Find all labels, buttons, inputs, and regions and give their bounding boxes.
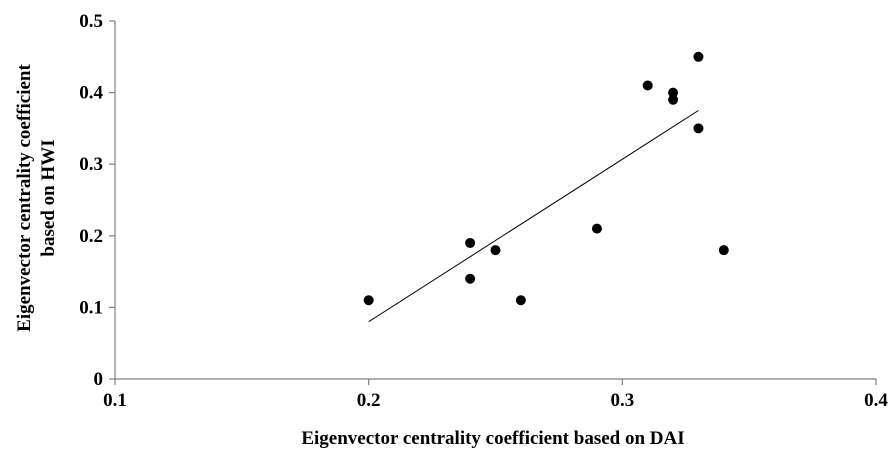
data-point (642, 80, 653, 91)
x-tick-label: 0.1 (103, 390, 127, 411)
data-point (668, 87, 679, 98)
x-axis-title: Eigenvector centrality coefficient based… (301, 428, 684, 449)
data-point (668, 94, 679, 105)
x-tick-label: 0.4 (864, 390, 888, 411)
y-axis-title-line-1: Eigenvector centrality coefficient (14, 64, 35, 332)
y-tick-label: 0.1 (79, 297, 103, 318)
data-point (363, 295, 374, 306)
y-tick-label: 0.5 (79, 11, 103, 32)
data-point (693, 123, 704, 134)
y-tick-label: 0.4 (79, 83, 103, 104)
x-tick-label: 0.3 (610, 390, 634, 411)
trendline (368, 110, 699, 323)
data-point (718, 245, 729, 256)
y-axis-title-line-2: based on HWI (38, 139, 59, 256)
y-tick-label: 0 (94, 369, 104, 390)
data-point (693, 51, 704, 62)
data-point (465, 273, 476, 284)
x-tick-label: 0.2 (357, 390, 381, 411)
y-tick-label: 0.2 (79, 226, 103, 247)
data-point (490, 245, 501, 256)
plot-area: 0.1 0.2 0.3 0.400.10.20.30.40.5 (79, 11, 888, 411)
data-point (591, 223, 602, 234)
y-tick-label: 0.3 (79, 154, 103, 175)
data-point (515, 295, 526, 306)
data-point (465, 237, 476, 248)
y-axis-title: Eigenvector centrality coefficient based… (14, 64, 59, 332)
